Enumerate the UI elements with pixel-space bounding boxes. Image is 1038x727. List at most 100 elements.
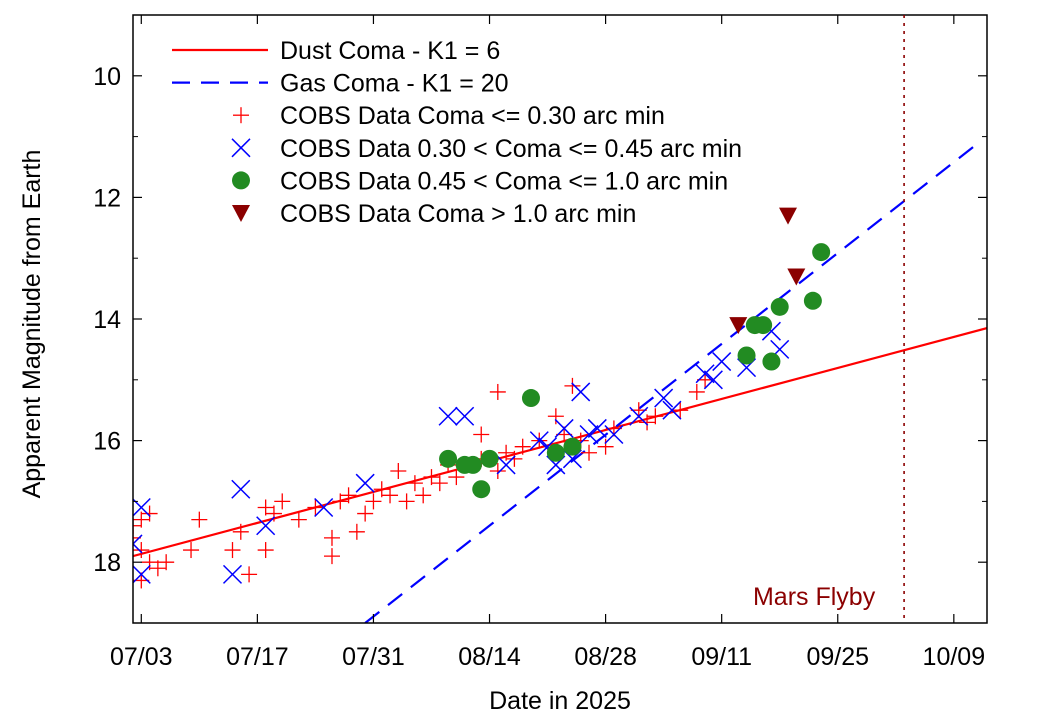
- data-point-small-coma: [406, 475, 423, 492]
- data-point-small-coma: [323, 529, 340, 546]
- x-tick-label: 09/25: [806, 643, 869, 671]
- data-point-small-coma: [506, 450, 523, 467]
- data-point-medium-coma: [256, 516, 276, 536]
- data-point-small-coma: [647, 408, 664, 425]
- data-point-small-coma: [191, 511, 208, 528]
- data-point-small-coma: [473, 426, 490, 443]
- data-point-small-coma: [365, 493, 382, 510]
- y-axis-title: Apparent Magnitude from Earth: [18, 150, 46, 499]
- legend-label: Dust Coma - K1 = 6: [280, 37, 500, 65]
- data-point-medium-coma: [579, 424, 599, 445]
- data-point-small-coma: [597, 438, 614, 455]
- data-point-small-coma: [489, 383, 506, 400]
- data-point-large-coma: [480, 449, 499, 468]
- data-point-large-coma: [803, 291, 822, 310]
- x-tick-label: 09/11: [691, 643, 752, 671]
- data-point-small-coma: [133, 511, 150, 528]
- data-point-small-coma: [514, 438, 531, 455]
- data-point-small-coma: [323, 548, 340, 565]
- data-point-small-coma: [382, 487, 399, 504]
- data-point-xlarge-coma: [787, 268, 806, 286]
- x-tick-label: 07/31: [342, 643, 405, 671]
- legend-data-point-large-coma: COBS Data 0.45 < Coma <= 1.0 arc min: [232, 167, 728, 195]
- data-point-small-coma: [423, 469, 440, 486]
- legend-swatch: [232, 205, 250, 222]
- legend-label: COBS Data Coma <= 0.30 arc min: [280, 102, 665, 130]
- legend-swatch: [231, 138, 251, 158]
- legend-label: COBS Data 0.45 < Coma <= 1.0 arc min: [280, 167, 728, 195]
- x-tick-label: 08/14: [458, 643, 521, 671]
- data-point-small-coma: [373, 481, 390, 498]
- data-point-small-coma: [398, 493, 415, 510]
- data-point-small-coma: [390, 463, 407, 479]
- data-point-small-coma: [415, 487, 432, 504]
- data-point-small-coma: [232, 523, 249, 540]
- legend-gas-coma: Gas Coma - K1 = 20: [172, 70, 509, 98]
- data-point-large-coma: [521, 389, 540, 408]
- legend-data-point-xlarge-coma: COBS Data Coma > 1.0 arc min: [232, 200, 636, 228]
- x-axis-title: Date in 2025: [489, 687, 631, 715]
- legend-label: Gas Coma - K1 = 20: [280, 70, 509, 98]
- data-point-small-coma: [564, 377, 581, 394]
- legend-label: COBS Data Coma > 1.0 arc min: [280, 200, 636, 228]
- legend-swatch: [233, 107, 249, 124]
- data-point-medium-coma: [554, 418, 574, 438]
- data-point-medium-coma: [654, 388, 674, 408]
- data-point-xlarge-coma: [779, 207, 798, 225]
- data-point-medium-coma: [587, 418, 607, 438]
- x-tick-label: 08/28: [574, 643, 637, 671]
- data-point-small-coma: [265, 505, 282, 522]
- data-point-small-coma: [688, 383, 705, 400]
- gas-coma-line: [364, 141, 980, 623]
- data-point-large-coma: [770, 297, 789, 316]
- legend-swatch: [232, 171, 250, 190]
- data-point-large-coma: [472, 480, 491, 499]
- data-point-large-coma: [439, 449, 458, 468]
- data-point-medium-coma: [496, 455, 516, 475]
- data-point-small-coma: [141, 554, 158, 571]
- data-point-medium-coma: [133, 564, 151, 584]
- legend-label: COBS Data 0.30 < Coma <= 0.45 arc min: [280, 135, 742, 163]
- data-point-large-coma: [463, 455, 482, 474]
- data-point-small-coma: [348, 523, 365, 540]
- mars-flyby-label: Mars Flyby: [753, 583, 876, 611]
- data-point-small-coma: [257, 542, 274, 559]
- data-point-small-coma: [489, 463, 506, 479]
- plot-area: [133, 141, 987, 623]
- data-point-small-coma: [431, 475, 448, 492]
- data-point-large-coma: [563, 437, 582, 456]
- data-point-small-coma: [183, 542, 200, 559]
- data-point-small-coma: [141, 505, 158, 522]
- data-point-medium-coma: [712, 352, 732, 372]
- data-point-small-coma: [357, 505, 374, 522]
- data-point-small-coma: [158, 554, 175, 571]
- data-point-medium-coma: [355, 473, 375, 493]
- data-point-medium-coma: [662, 400, 682, 420]
- data-point-small-coma: [241, 566, 258, 583]
- y-tick-label: 18: [93, 549, 121, 577]
- data-point-small-coma: [332, 493, 349, 510]
- data-point-medium-coma: [695, 364, 715, 384]
- data-point-medium-coma: [703, 370, 723, 390]
- data-point-small-coma: [224, 542, 241, 559]
- data-point-medium-coma: [529, 431, 549, 451]
- data-point-large-coma: [812, 243, 831, 262]
- dust-coma-line: [133, 327, 987, 558]
- y-tick-label: 14: [93, 306, 121, 334]
- data-point-medium-coma: [222, 564, 243, 584]
- data-point-large-coma: [737, 346, 756, 365]
- legend-data-point-small-coma: COBS Data Coma <= 0.30 arc min: [233, 102, 665, 130]
- legend: Dust Coma - K1 = 6 Gas Coma - K1 = 20 COBS…: [172, 37, 742, 228]
- data-point-large-coma: [546, 443, 565, 462]
- data-point-small-coma: [290, 511, 307, 528]
- data-point-small-coma: [149, 560, 166, 577]
- x-tick-label: 07/03: [110, 643, 173, 671]
- y-tick-label: 10: [93, 63, 121, 91]
- data-point-medium-coma: [571, 382, 591, 402]
- data-point-small-coma: [133, 517, 141, 534]
- x-tick-label: 10/09: [923, 643, 986, 671]
- data-point-small-coma: [639, 414, 656, 431]
- data-point-medium-coma: [604, 424, 624, 445]
- data-point-medium-coma: [314, 497, 334, 518]
- data-point-medium-coma: [629, 406, 649, 426]
